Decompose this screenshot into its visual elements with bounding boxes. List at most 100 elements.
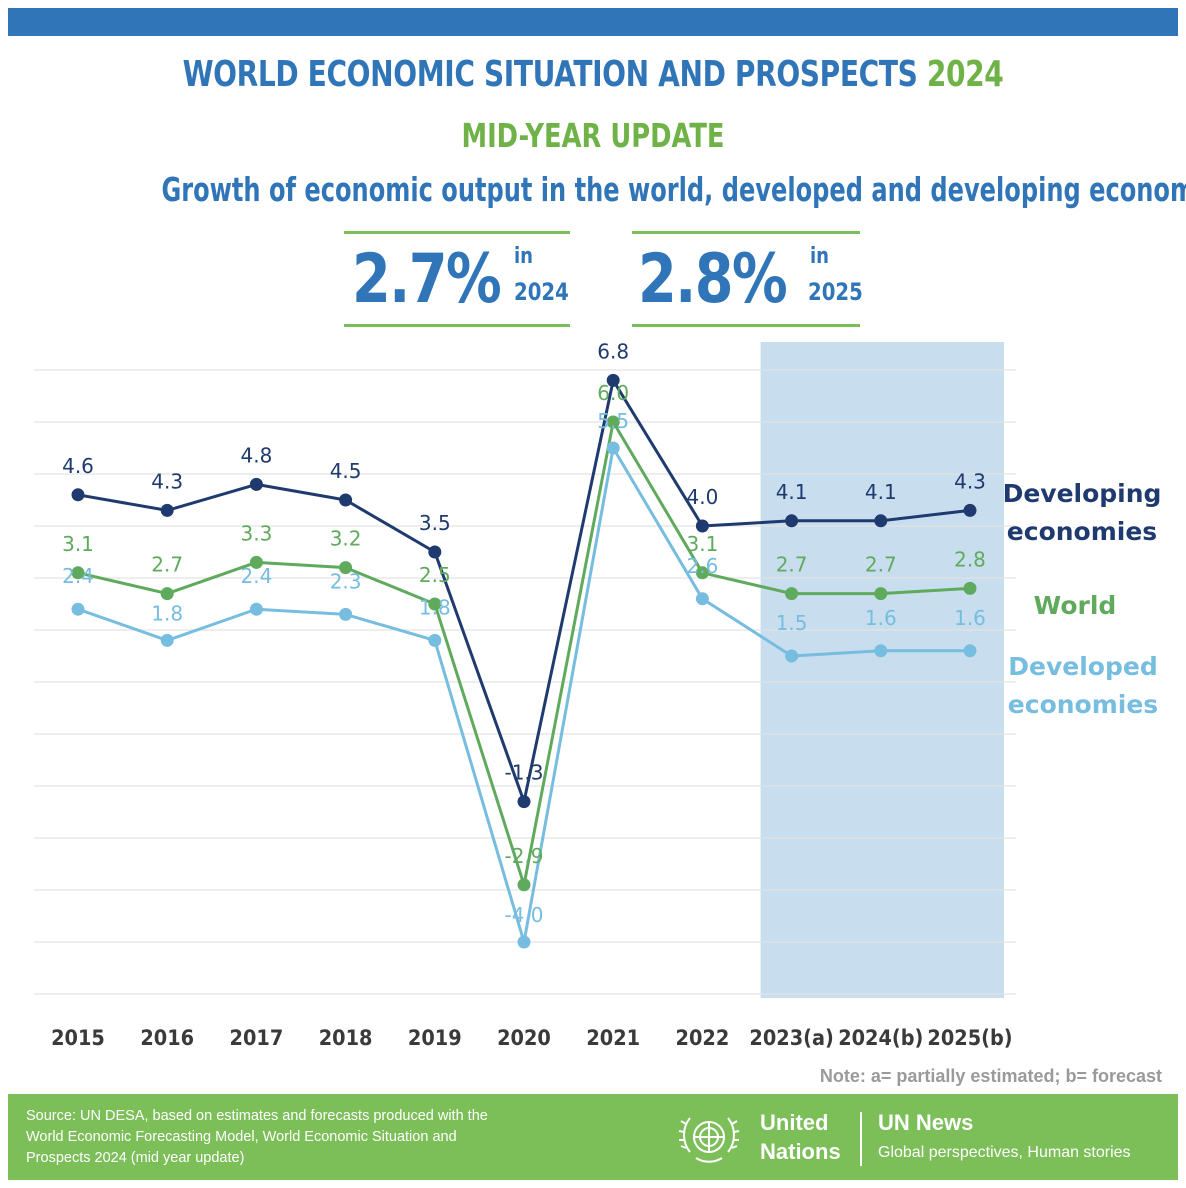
data-label: 4.1 xyxy=(865,480,897,504)
data-point xyxy=(160,633,174,647)
data-point xyxy=(339,493,353,507)
data-label: 1.6 xyxy=(865,606,897,630)
x-tick-label: 2021 xyxy=(586,1025,640,1050)
x-tick-label: 2020 xyxy=(497,1025,551,1050)
x-tick-label: 2025(b) xyxy=(927,1025,1012,1050)
title-main: WORLD ECONOMIC SITUATION AND PROSPECTS xyxy=(182,54,918,95)
data-point xyxy=(249,602,263,616)
data-point xyxy=(428,633,442,647)
data-point xyxy=(963,644,977,658)
data-label: 2.7 xyxy=(865,553,897,577)
stat-year: 2024 xyxy=(514,278,569,306)
data-label: 4.6 xyxy=(62,454,94,478)
data-label: 6.0 xyxy=(597,381,629,405)
data-label: 4.1 xyxy=(776,480,808,504)
source-text: Source: UN DESA, based on estimates and … xyxy=(26,1108,488,1166)
data-point xyxy=(785,587,799,601)
data-label: 3.1 xyxy=(686,532,718,556)
data-label: 2.8 xyxy=(954,547,986,571)
un-org-name: United Nations xyxy=(760,1108,841,1166)
data-label: 5.5 xyxy=(597,409,629,433)
data-label: 2.7 xyxy=(151,553,183,577)
data-label: 2.4 xyxy=(240,564,272,588)
data-label: 4.8 xyxy=(240,443,272,467)
data-point xyxy=(428,545,442,559)
series-label: economies xyxy=(1007,517,1157,546)
x-tick-label: 2018 xyxy=(319,1025,373,1050)
data-label: -2.9 xyxy=(504,844,543,868)
data-point xyxy=(160,587,174,601)
data-point xyxy=(874,514,888,528)
data-label: 1.8 xyxy=(419,595,451,619)
data-label: 4.3 xyxy=(151,469,183,493)
data-label: -4.0 xyxy=(504,903,543,927)
data-point xyxy=(517,795,531,809)
data-point xyxy=(695,592,709,606)
data-point xyxy=(963,581,977,595)
un-emblem-icon xyxy=(678,1117,740,1163)
data-point xyxy=(249,555,263,569)
data-label: 3.1 xyxy=(62,532,94,556)
data-label: 4.0 xyxy=(686,485,718,509)
data-point xyxy=(963,503,977,517)
x-tick-label: 2024(b) xyxy=(838,1025,923,1050)
footer-divider xyxy=(860,1112,862,1166)
data-point xyxy=(606,441,620,455)
un-news-tagline: Global perspectives, Human stories xyxy=(878,1144,1131,1161)
forecast-band xyxy=(760,342,1004,998)
data-label: 2.3 xyxy=(330,569,362,593)
chart-note: Note: a= partially estimated; b= forecas… xyxy=(819,1066,1162,1086)
data-label: 2.7 xyxy=(776,553,808,577)
stat-in-label: in xyxy=(514,244,534,269)
chart-heading: Growth of economic output in the world, … xyxy=(161,170,1186,209)
series-label: World xyxy=(1034,591,1117,620)
page-subtitle: MID-YEAR UPDATE xyxy=(461,116,725,155)
data-point xyxy=(695,566,709,580)
data-label: 2.4 xyxy=(62,564,94,588)
data-label: 2.6 xyxy=(686,554,718,578)
data-point xyxy=(71,602,85,616)
top-banner-bar xyxy=(8,8,1178,36)
data-point xyxy=(428,597,442,611)
data-point xyxy=(249,477,263,491)
series-label: economies xyxy=(1008,690,1158,719)
growth-line-chart: 4.6 4.3 4.8 4.5 3.5 -1.3 6.8 4.0 4.1 4.1 4.3 3.1 2.7… xyxy=(34,339,1162,1050)
data-label: -1.3 xyxy=(504,761,543,785)
data-point xyxy=(160,503,174,517)
x-tick-label: 2017 xyxy=(230,1025,284,1050)
x-tick-label: 2022 xyxy=(676,1025,730,1050)
data-point xyxy=(785,649,799,663)
series-label: Developing xyxy=(1003,479,1162,508)
data-point xyxy=(874,644,888,658)
un-org-line2: Nations xyxy=(760,1139,841,1164)
data-point xyxy=(606,373,620,387)
page-title: WORLD ECONOMIC SITUATION AND PROSPECTS 2… xyxy=(130,54,1055,95)
series-label: Developed xyxy=(1008,652,1157,681)
data-point xyxy=(517,878,531,892)
stat-in-label: in xyxy=(810,244,830,269)
data-point xyxy=(874,587,888,601)
stat-box-2025: 2.8% in 2025 xyxy=(632,231,863,327)
stat-year: 2025 xyxy=(808,278,863,306)
title-year: 2024 xyxy=(926,54,1004,95)
data-label: 1.6 xyxy=(954,606,986,630)
x-tick-label: 2023(a) xyxy=(749,1025,833,1050)
data-label: 1.5 xyxy=(776,611,808,635)
data-label: 3.5 xyxy=(419,511,451,535)
stat-value: 2.7% xyxy=(352,240,502,319)
data-point xyxy=(517,935,531,949)
data-label: 4.5 xyxy=(330,459,362,483)
data-point xyxy=(695,519,709,533)
un-org-line1: United xyxy=(760,1110,829,1135)
data-label: 1.8 xyxy=(151,601,183,625)
data-point xyxy=(339,607,353,621)
stat-value: 2.8% xyxy=(638,240,788,319)
data-point xyxy=(339,561,353,575)
data-point xyxy=(606,415,620,429)
stat-box-2024: 2.7% in 2024 xyxy=(344,231,570,327)
data-point xyxy=(71,566,85,580)
data-label: 3.3 xyxy=(240,521,272,545)
x-tick-label: 2015 xyxy=(51,1025,105,1050)
footer-bar: Source: UN DESA, based on estimates and … xyxy=(8,1094,1178,1180)
x-tick-label: 2016 xyxy=(140,1025,194,1050)
